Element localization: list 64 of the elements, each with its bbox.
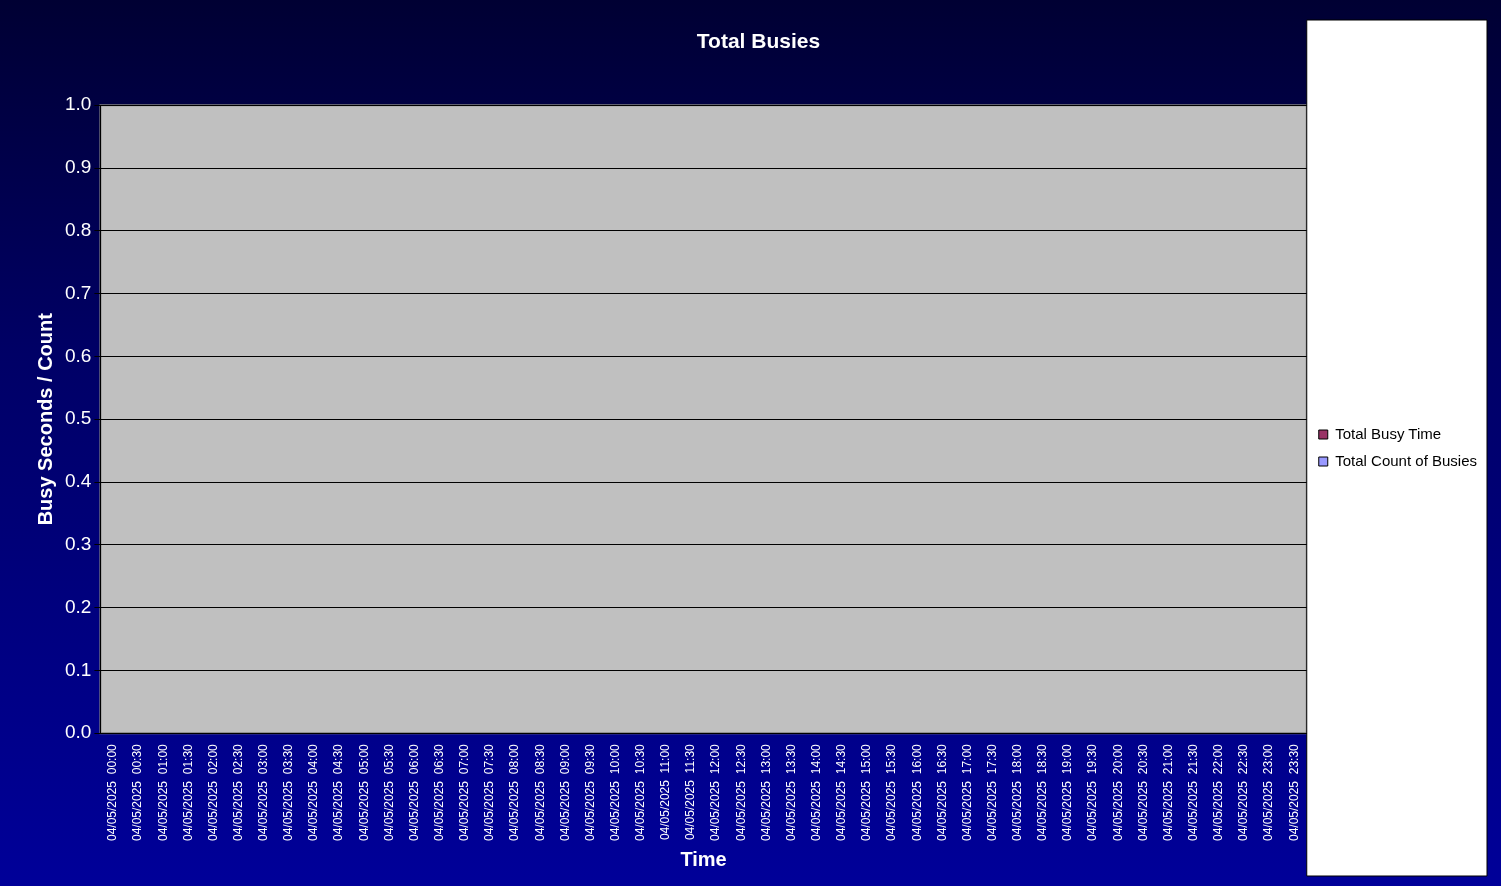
chart-title: Total Busies bbox=[696, 29, 821, 53]
x-tick-label: 04/05/2025 00:30 bbox=[130, 743, 145, 842]
x-tick-label: 04/05/2025 13:30 bbox=[783, 743, 798, 842]
y-tick-label: 0.9 bbox=[64, 156, 92, 178]
x-tick-label: 04/05/2025 16:00 bbox=[909, 743, 924, 842]
x-tick-label: 04/05/2025 02:30 bbox=[230, 743, 245, 842]
x-tick-label: 04/05/2025 19:30 bbox=[1085, 743, 1100, 842]
x-tick-label: 04/05/2025 03:30 bbox=[281, 743, 296, 842]
x-tick-label: 04/05/2025 21:00 bbox=[1160, 743, 1175, 842]
x-tick-label: 04/05/2025 14:30 bbox=[834, 743, 849, 842]
y-tick-label: 0.7 bbox=[64, 281, 92, 303]
x-tick-label: 04/05/2025 15:00 bbox=[859, 743, 874, 842]
x-tick-label: 04/05/2025 20:30 bbox=[1135, 743, 1150, 842]
x-tick-label: 04/05/2025 12:30 bbox=[733, 743, 748, 842]
x-tick-label: 04/05/2025 18:00 bbox=[1010, 743, 1025, 842]
x-tick-label: 04/05/2025 01:00 bbox=[155, 743, 170, 842]
x-tick-label: 04/05/2025 06:30 bbox=[432, 743, 447, 842]
y-tick-label: 0.5 bbox=[64, 407, 92, 429]
y-tick-label: 0.2 bbox=[64, 595, 92, 617]
x-tick-label: 04/05/2025 21:30 bbox=[1185, 743, 1200, 842]
x-tick-label: 04/05/2025 07:00 bbox=[457, 743, 472, 842]
x-tick-label: 04/05/2025 00:00 bbox=[105, 743, 120, 842]
x-tick-label: 04/05/2025 01:30 bbox=[180, 743, 195, 842]
x-tick-label: 04/05/2025 15:30 bbox=[884, 743, 899, 842]
y-tick-label: 0.4 bbox=[64, 470, 92, 492]
x-tick-label: 04/05/2025 08:30 bbox=[532, 743, 547, 842]
x-tick-label: 04/05/2025 22:00 bbox=[1211, 743, 1226, 842]
x-tick-label: 04/05/2025 09:30 bbox=[582, 743, 597, 842]
y-axis-title: Busy Seconds / Count bbox=[33, 312, 56, 526]
legend-label: Total Count of Busies bbox=[1335, 451, 1477, 469]
x-tick-label: 04/05/2025 23:30 bbox=[1286, 743, 1301, 842]
y-tick-label: 1.0 bbox=[64, 93, 92, 115]
x-tick-label: 04/05/2025 19:00 bbox=[1060, 743, 1075, 842]
y-tick-label: 0.3 bbox=[64, 533, 92, 555]
x-tick-label: 04/05/2025 07:30 bbox=[482, 743, 497, 842]
x-tick-label: 04/05/2025 23:00 bbox=[1261, 743, 1276, 842]
x-tick-label: 04/05/2025 09:00 bbox=[557, 743, 572, 842]
x-tick-label: 04/05/2025 18:30 bbox=[1035, 743, 1050, 842]
x-tick-label: 04/05/2025 10:00 bbox=[607, 743, 622, 842]
x-tick-label: 04/05/2025 05:30 bbox=[381, 743, 396, 842]
x-tick-label: 04/05/2025 12:00 bbox=[708, 743, 723, 842]
x-tick-label: 04/05/2025 06:00 bbox=[406, 743, 421, 842]
x-tick-label: 04/05/2025 04:00 bbox=[306, 743, 321, 842]
x-tick-label: 04/05/2025 04:30 bbox=[331, 743, 346, 842]
x-tick-label: 04/05/2025 17:00 bbox=[959, 743, 974, 842]
x-tick-label: 04/05/2025 22:30 bbox=[1236, 743, 1251, 842]
y-tick-label: 0.1 bbox=[64, 658, 92, 680]
x-tick-label: 04/05/2025 10:30 bbox=[633, 743, 648, 842]
y-tick-label: 0.6 bbox=[64, 344, 92, 366]
x-tick-label: 04/05/2025 02:00 bbox=[205, 743, 220, 842]
x-tick-label: 04/05/2025 20:00 bbox=[1110, 743, 1125, 842]
x-tick-label: 04/05/2025 16:30 bbox=[934, 743, 949, 842]
x-tick-label: 04/05/2025 11:30 bbox=[683, 743, 698, 841]
y-tick-label: 0.0 bbox=[64, 721, 92, 743]
x-tick-label: 04/05/2025 05:00 bbox=[356, 743, 371, 842]
x-tick-label: 04/05/2025 11:00 bbox=[658, 743, 673, 841]
x-tick-label: 04/05/2025 14:00 bbox=[808, 743, 823, 842]
x-tick-label: 04/05/2025 08:00 bbox=[507, 743, 522, 842]
y-tick-label: 0.8 bbox=[64, 219, 92, 241]
x-tick-label: 04/05/2025 13:00 bbox=[758, 743, 773, 842]
x-tick-label: 04/05/2025 03:00 bbox=[256, 743, 271, 842]
legend-label: Total Busy Time bbox=[1335, 424, 1442, 442]
x-axis-title: Time bbox=[680, 847, 727, 870]
x-tick-label: 04/05/2025 17:30 bbox=[984, 743, 999, 842]
